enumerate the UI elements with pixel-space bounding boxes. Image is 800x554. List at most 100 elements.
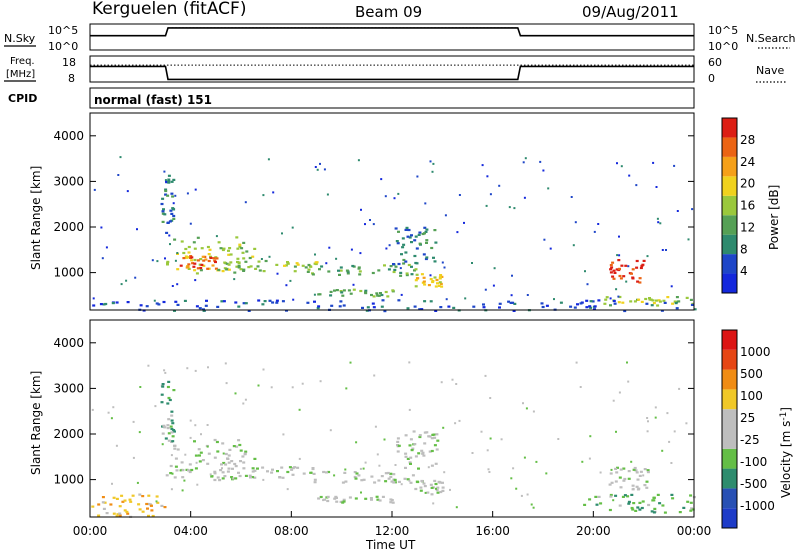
data-cell [222, 461, 226, 465]
data-cell [397, 262, 401, 266]
data-cell [508, 206, 511, 209]
data-cell [422, 253, 426, 256]
data-cell [227, 263, 231, 266]
data-cell [526, 294, 529, 296]
data-cell [397, 299, 401, 302]
data-cell [539, 160, 542, 163]
data-cell [219, 469, 223, 472]
data-cell [306, 301, 310, 304]
data-cell [261, 303, 265, 306]
data-cell [227, 467, 231, 470]
data-cell [639, 266, 643, 270]
data-cell [661, 449, 664, 452]
data-cell [262, 368, 265, 371]
data-cell [436, 439, 440, 442]
data-cell [244, 201, 247, 204]
data-cell [199, 451, 203, 454]
data-cell [414, 279, 418, 282]
data-cell [137, 503, 141, 506]
data-cell [620, 165, 623, 168]
data-cell [572, 244, 575, 247]
data-cell [433, 479, 437, 482]
data-cell [638, 474, 642, 477]
data-cell [248, 256, 252, 260]
data-cell [434, 482, 438, 486]
data-cell [184, 255, 188, 258]
power-colorbar: 4 8 12 16 20 24 28 Power [dB] [721, 117, 781, 294]
data-cell [329, 294, 333, 297]
freq-tick-bottom: 8 [68, 72, 75, 85]
data-cell [407, 228, 411, 232]
data-cell [543, 238, 546, 241]
data-cell [183, 299, 187, 302]
data-cell [612, 277, 616, 280]
data-cell [197, 448, 201, 451]
data-cell [198, 460, 202, 463]
xtick-label: 16:00 [475, 524, 510, 538]
data-cell [187, 267, 191, 270]
data-cell [272, 191, 275, 194]
data-cell [386, 471, 390, 475]
data-cell [458, 194, 461, 196]
colorbar-tick-label: -500 [740, 477, 767, 491]
data-cell [593, 308, 596, 311]
colorbar-band [722, 254, 737, 274]
data-cell [190, 468, 194, 472]
data-cell [139, 386, 142, 388]
velocity-colorbar-bands [722, 330, 737, 528]
data-cell [463, 221, 465, 224]
data-cell [266, 470, 269, 473]
data-cell [131, 494, 135, 497]
data-cell [91, 505, 95, 508]
data-cell [170, 192, 174, 195]
data-cell [173, 476, 177, 479]
data-cell [237, 262, 241, 265]
data-cell [268, 299, 272, 302]
data-cell [325, 262, 328, 265]
data-cell [416, 277, 420, 280]
data-cell [654, 416, 657, 419]
data-cell [608, 508, 612, 512]
data-cell [435, 448, 439, 451]
data-cell [243, 452, 247, 455]
data-cell [241, 455, 245, 458]
data-cell [188, 470, 192, 474]
data-cell [614, 480, 618, 483]
colorbar-tick-label: -100 [740, 455, 767, 469]
data-cell [408, 444, 412, 447]
data-cell [523, 456, 526, 459]
data-cell [430, 486, 434, 489]
data-cell [658, 300, 662, 303]
data-cell [392, 263, 395, 266]
data-cell [206, 424, 209, 426]
data-cell [423, 283, 427, 286]
data-cell [263, 300, 267, 303]
data-cell [651, 299, 655, 302]
data-cell [424, 230, 428, 233]
data-cell [128, 498, 132, 501]
data-cell [383, 438, 386, 441]
data-cell [301, 264, 305, 267]
data-cell [204, 304, 208, 307]
data-cell [206, 462, 210, 465]
data-cell [646, 471, 650, 474]
data-cell [242, 467, 246, 470]
freq-panel: Freq. [MHz] 18 8 60 0 Nave [4, 55, 786, 85]
data-cell [390, 499, 394, 502]
data-cell [631, 484, 635, 487]
data-cell [225, 262, 229, 265]
data-cell [170, 431, 174, 434]
data-cell [271, 301, 275, 304]
data-cell [167, 180, 171, 183]
data-cell [217, 241, 221, 244]
data-cell [645, 480, 649, 483]
data-cell [631, 508, 635, 511]
freq-panel-frame [89, 55, 695, 83]
data-cell [588, 305, 592, 308]
data-cell [668, 440, 671, 443]
data-cell [249, 265, 253, 268]
data-cell [216, 450, 220, 453]
data-cell [642, 259, 646, 262]
data-cell [394, 464, 397, 466]
data-cell [138, 508, 142, 511]
